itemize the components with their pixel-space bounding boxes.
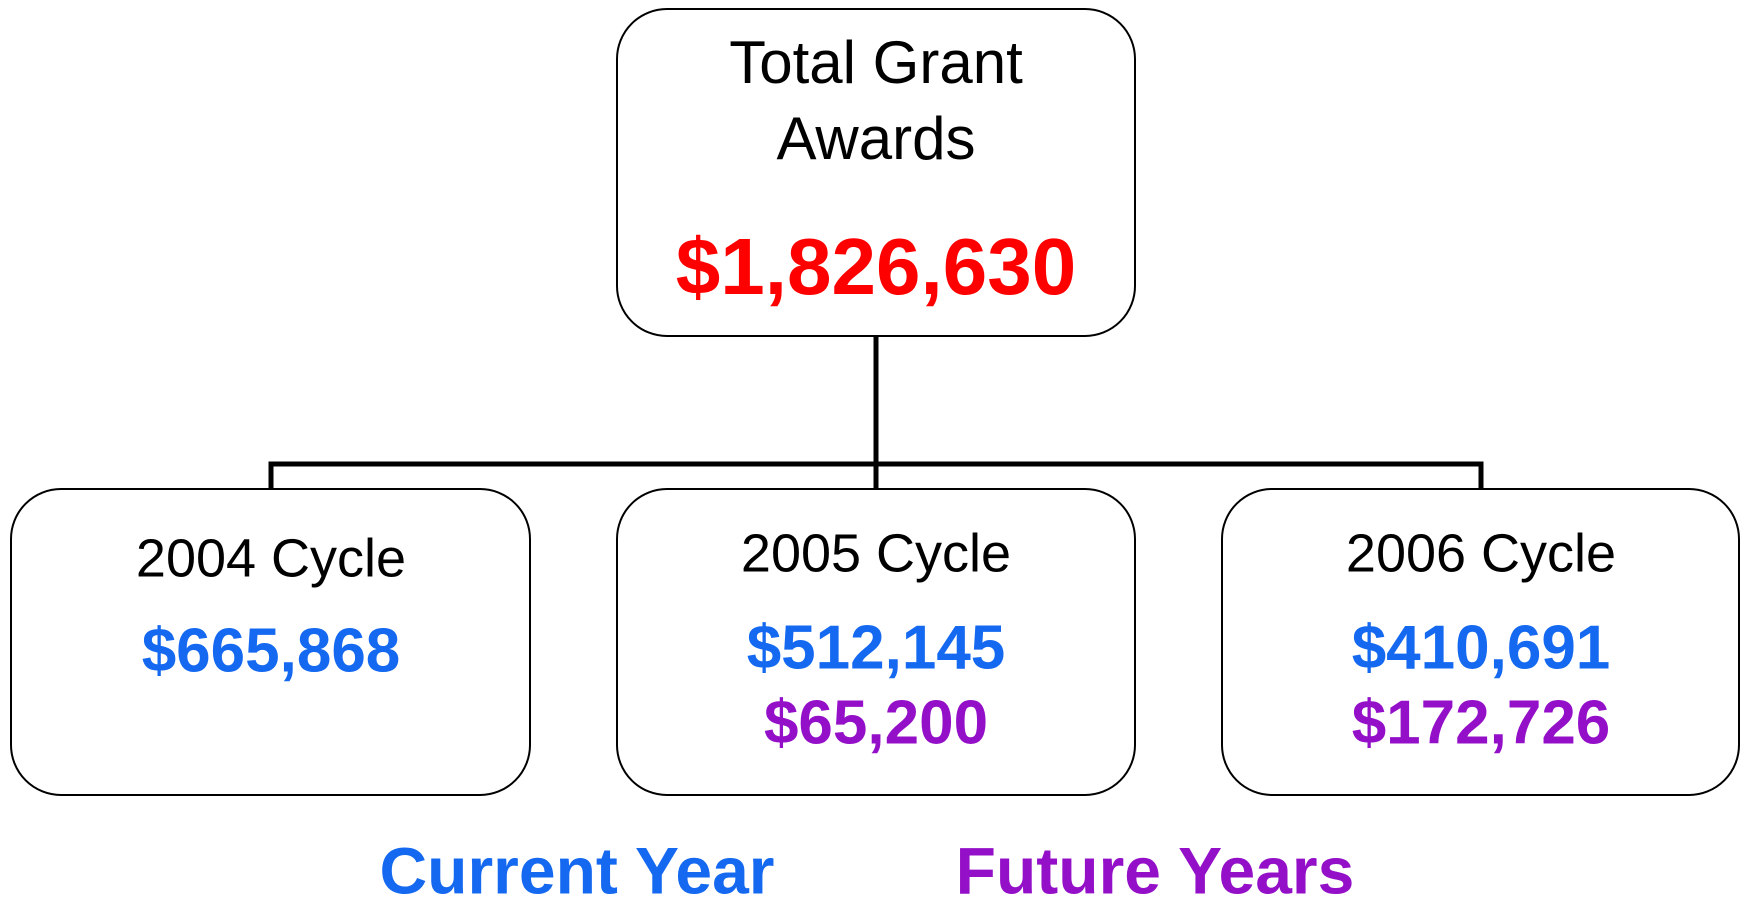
root-title: Awards <box>777 105 976 172</box>
node-box <box>616 488 1136 796</box>
node-label: 2006 Cycle <box>1346 523 1616 583</box>
node-box <box>1221 488 1740 796</box>
future-amount: $65,200 <box>764 688 988 757</box>
root-value: $1,826,630 <box>676 222 1076 311</box>
node-box <box>10 488 531 796</box>
legend-current: Current Year <box>380 833 775 903</box>
current-amount: $512,145 <box>747 613 1006 682</box>
connector <box>268 336 1484 489</box>
current-amount: $665,868 <box>142 616 401 685</box>
node-label: 2005 Cycle <box>741 523 1011 583</box>
root-title: Total Grant <box>729 29 1023 96</box>
node-label: 2004 Cycle <box>136 528 406 588</box>
current-amount: $410,691 <box>1352 613 1611 682</box>
root-box <box>616 8 1136 337</box>
future-amount: $172,726 <box>1352 688 1611 757</box>
legend-future: Future Years <box>956 833 1355 903</box>
